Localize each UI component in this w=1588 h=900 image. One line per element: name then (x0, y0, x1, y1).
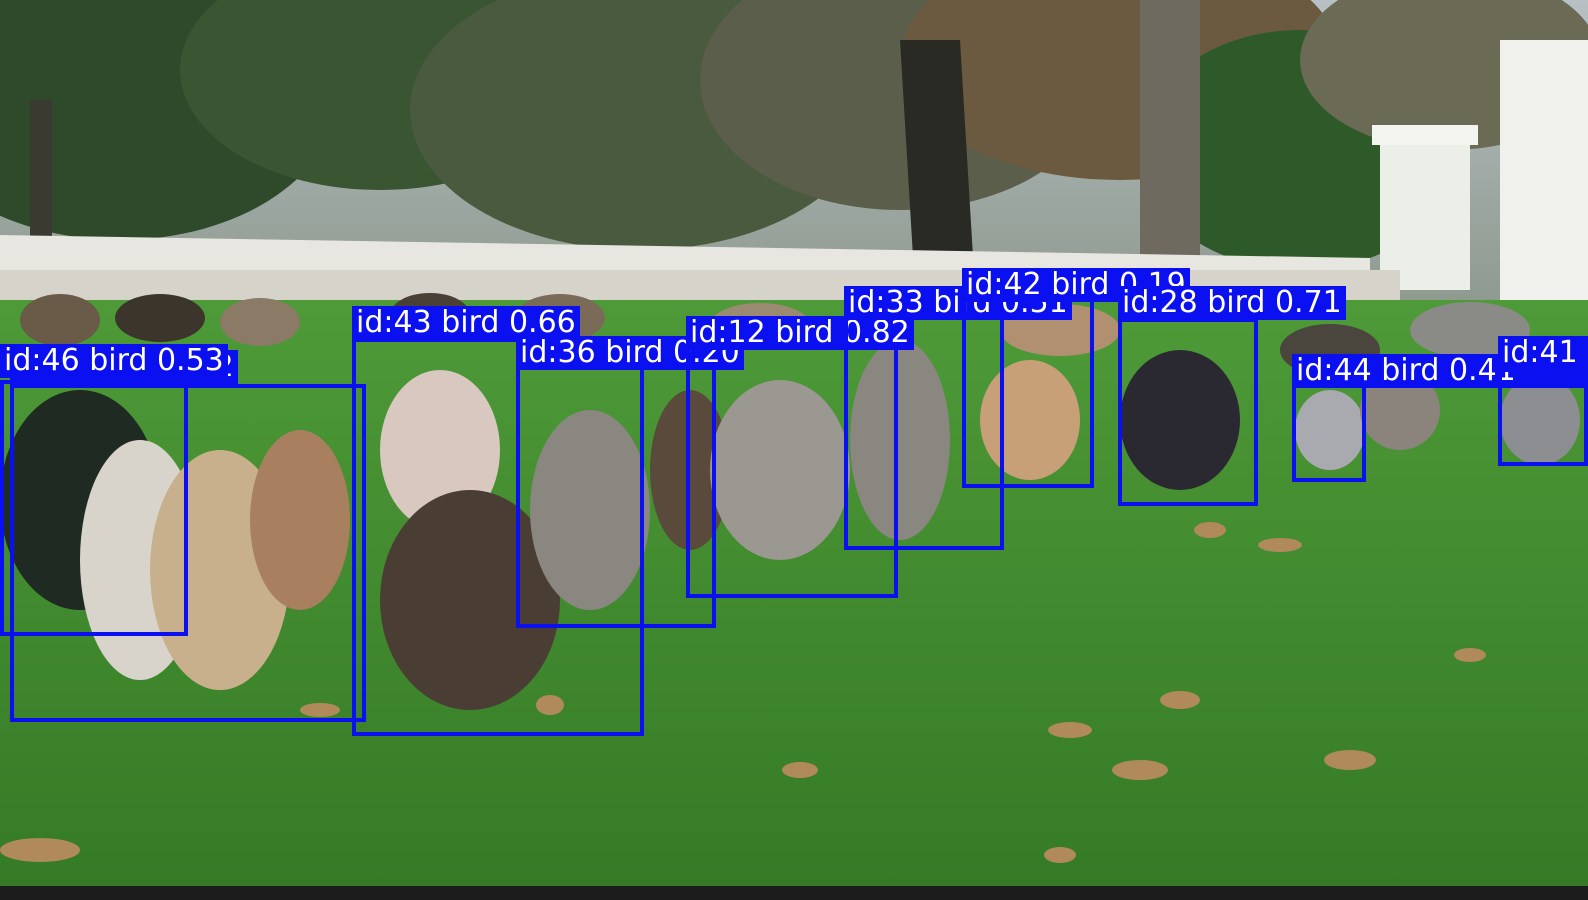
detection-box (962, 298, 1094, 488)
detection-box (10, 384, 366, 722)
detection-box (1118, 318, 1258, 506)
bottom-edge-bar (0, 886, 1588, 900)
detection-label: id:46 bird 0.53 (0, 344, 228, 378)
detection-label: id:28 bird 0.71 (1118, 286, 1346, 320)
detection-label: id:41 bird 0.41 (1498, 336, 1588, 370)
detection-box (1292, 384, 1366, 482)
detection-box (1498, 368, 1588, 466)
detection-label: id:43 bird 0.66 (352, 306, 580, 340)
